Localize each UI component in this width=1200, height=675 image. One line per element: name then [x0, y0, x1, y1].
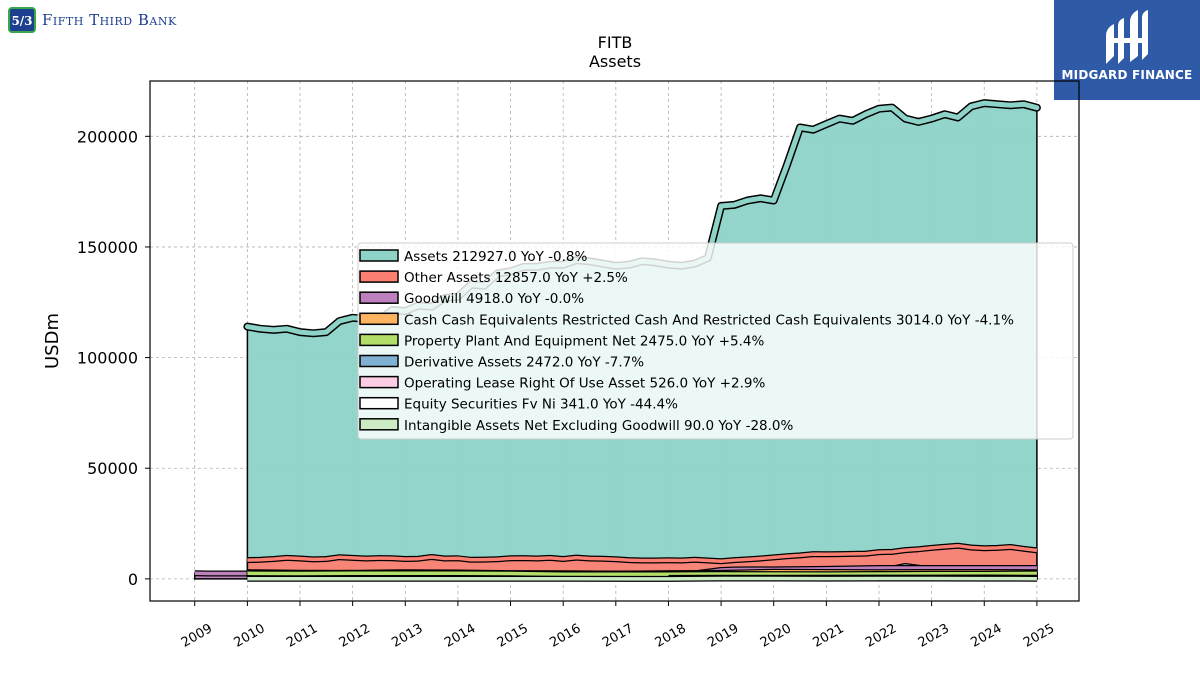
legend-swatch-goodwill	[359, 291, 399, 304]
plot-frame	[149, 80, 1080, 602]
x-tick-label: 2015	[495, 621, 531, 651]
legend-swatch-equity-securities-fv-ni	[359, 396, 399, 410]
x-tick-label: 2018	[653, 621, 689, 651]
x-tick-label: 2011	[284, 621, 320, 651]
chart-title-block: FITB Assets	[465, 33, 765, 71]
x-tick-label: 2014	[442, 621, 478, 651]
y-tick-label: 200000	[77, 127, 138, 146]
legend-label-cash-cash-equivalents-restricted-cash-and-restricted-cash-equivalents: Cash Cash Equivalents Restricted Cash An…	[404, 312, 1014, 328]
legend-label-goodwill: Goodwill 4918.0 YoY -0.0%	[404, 291, 584, 307]
series-line-property-plant-and-equipment-net	[247, 571, 1037, 577]
midgard-mark-icon	[1106, 10, 1148, 64]
legend-swatch-cash-cash-equivalents-restricted-cash-and-restricted-cash-equivalents	[359, 312, 399, 326]
legend: Assets 212927.0 YoY -0.8% Other Assets 12…	[357, 242, 1074, 440]
fifth-third-brand-name: Fifth Third Bank	[42, 11, 177, 29]
legend-label-derivative-assets: Derivative Assets 2472.0 YoY -7.7%	[404, 355, 644, 371]
legend-label-equity-securities-fv-ni: Equity Securities Fv Ni 341.0 YoY -44.4%	[404, 397, 678, 413]
svg-text:5/3: 5/3	[11, 14, 32, 28]
x-tick-label: 2023	[916, 621, 952, 651]
x-tick-label: 2013	[389, 621, 425, 651]
x-tick-label: 2025	[1021, 621, 1057, 651]
x-tick-label: 2024	[968, 621, 1004, 651]
legend-label-operating-lease-right-of-use-asset: Operating Lease Right Of Use Asset 526.0…	[404, 376, 765, 392]
x-tick-label: 2020	[758, 621, 794, 651]
y-axis-label: USDm	[42, 313, 63, 369]
x-tick-label: 2022	[863, 621, 899, 651]
x-tick-label: 2010	[232, 621, 268, 651]
x-tick-label: 2021	[811, 621, 847, 651]
legend-swatch-assets	[359, 249, 399, 262]
series-line-other-assets	[247, 543, 1038, 563]
chart-subtitle: Assets	[588, 52, 642, 71]
legend-swatch-other-assets	[359, 270, 399, 283]
y-tick-label: 150000	[77, 238, 138, 257]
x-tick-label: 2009	[179, 621, 215, 651]
legend-swatch-derivative-assets	[359, 354, 399, 368]
x-tick-label: 2019	[705, 621, 741, 651]
y-tick-label: 100000	[77, 349, 138, 368]
midgard-finance-logo: MIDGARD FINANCE	[1054, 0, 1200, 100]
x-tick-label: 2016	[547, 621, 583, 651]
x-tick-label: 2012	[337, 621, 373, 651]
y-tick-label: 50000	[87, 459, 138, 478]
legend-swatch-intangible-assets-net-excluding-goodwill	[359, 418, 399, 431]
legend-label-assets: Assets 212927.0 YoY -0.8%	[404, 249, 588, 265]
fifth-third-mark-icon: 5/3	[8, 7, 36, 33]
chart-title: FITB	[597, 33, 633, 52]
midgard-brand-name: MIDGARD FINANCE	[1061, 68, 1193, 82]
legend-swatch-property-plant-and-equipment-net	[359, 333, 399, 347]
legend-swatch-operating-lease-right-of-use-asset	[359, 375, 399, 389]
legend-label-other-assets: Other Assets 12857.0 YoY +2.5%	[404, 270, 628, 286]
legend-box	[357, 242, 1074, 440]
x-tick-label: 2017	[600, 621, 636, 651]
y-tick-label: 0	[128, 570, 138, 589]
legend-label-intangible-assets-net-excluding-goodwill: Intangible Assets Net Excluding Goodwill…	[404, 418, 794, 434]
fifth-third-logo: 5/3 Fifth Third Bank	[8, 7, 177, 33]
legend-label-property-plant-and-equipment-net: Property Plant And Equipment Net 2475.0 …	[404, 333, 764, 349]
